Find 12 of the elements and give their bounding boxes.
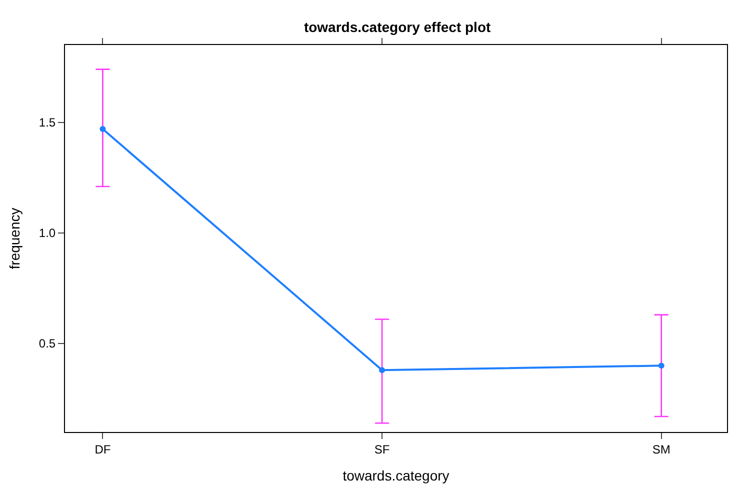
y-tick-label: 1.5 — [38, 116, 56, 130]
chart-title: towards.category effect plot — [304, 18, 491, 35]
point — [379, 367, 386, 374]
x-tick-label: SF — [374, 442, 390, 456]
x-tick-label: SM — [652, 442, 670, 456]
y-tick-label: 1.0 — [38, 226, 56, 240]
y-tick-label: 0.5 — [38, 336, 56, 351]
point — [658, 362, 664, 369]
point — [100, 126, 106, 132]
y-axis-title: frequency — [6, 208, 23, 270]
x-axis-title: towards.category — [342, 468, 450, 484]
x-tick-label: DF — [94, 442, 111, 456]
